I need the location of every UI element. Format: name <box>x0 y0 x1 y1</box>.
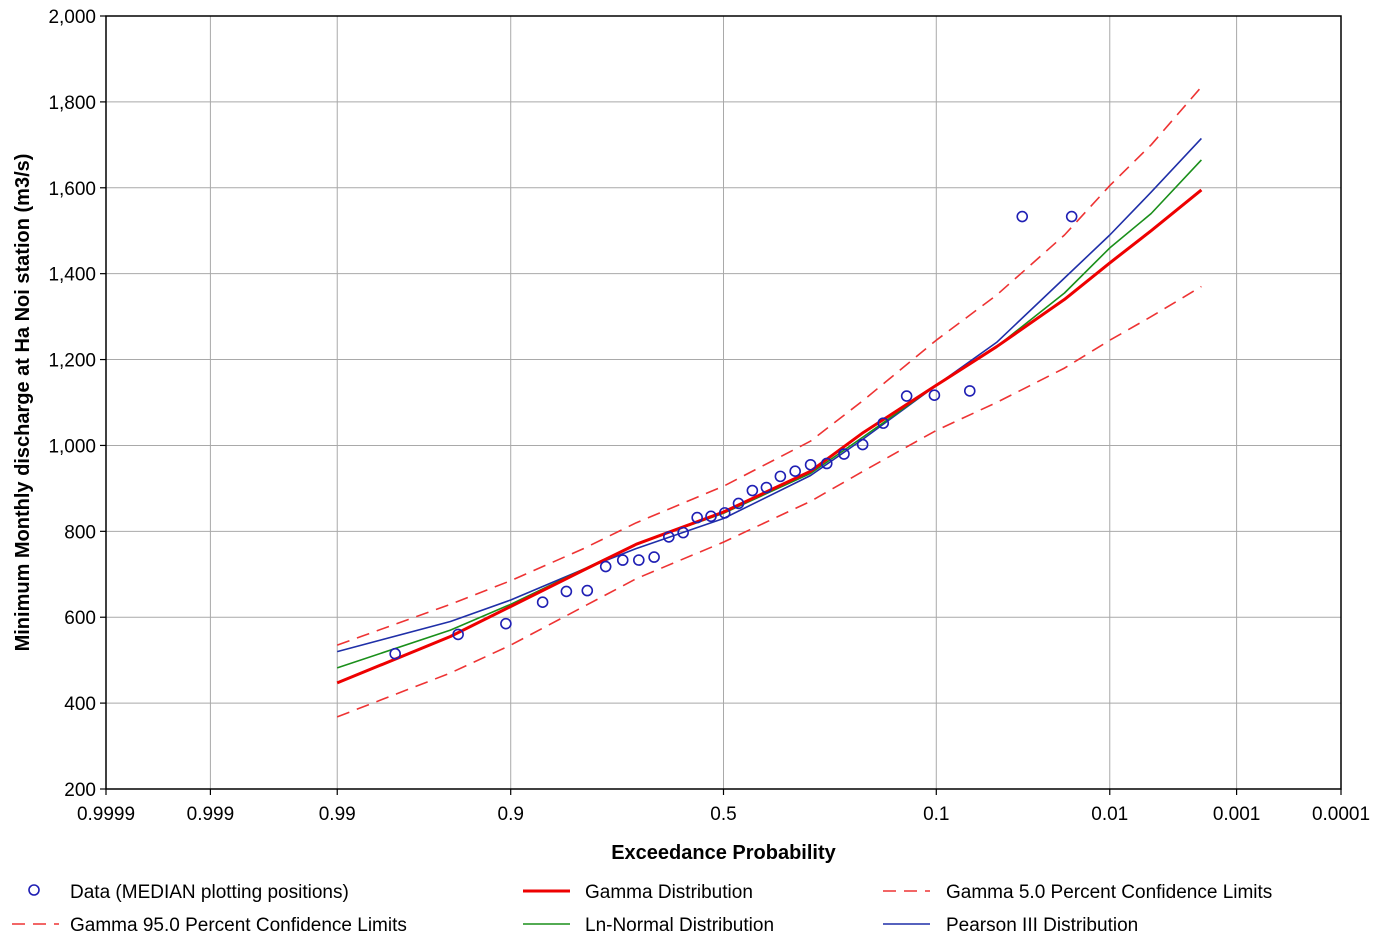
data-point <box>581 584 594 597</box>
data-point <box>804 458 817 471</box>
data-point <box>1065 210 1078 223</box>
y-tick-label: 1,200 <box>48 351 96 372</box>
y-tick-label: 400 <box>64 694 96 715</box>
legend-label: Data (MEDIAN plotting positions) <box>70 882 349 903</box>
series-line-gamma-5-0-percent-confidence-limits <box>336 86 1203 646</box>
x-tick-label: 0.999 <box>187 804 235 825</box>
legend-label: Gamma Distribution <box>585 882 753 903</box>
data-point <box>691 511 703 524</box>
data-point <box>963 385 976 397</box>
y-tick-label: 200 <box>64 780 96 801</box>
x-tick-label: 0.9 <box>498 804 524 825</box>
legend-label: Gamma 5.0 Percent Confidence Limits <box>946 882 1272 903</box>
series-line-pearson-iii-distribution <box>336 137 1202 653</box>
data-point <box>633 554 645 566</box>
data-point <box>820 457 833 470</box>
data-point <box>856 438 869 451</box>
data-point <box>789 465 801 478</box>
data-point <box>616 554 629 566</box>
legend-marker <box>28 884 40 896</box>
x-tick-label: 0.9999 <box>77 804 135 825</box>
y-tick-label: 600 <box>64 608 96 629</box>
data-point <box>705 510 717 523</box>
data-point <box>760 481 773 494</box>
legend: Data (MEDIAN plotting positions) Gamma Di… <box>12 882 1272 936</box>
legend-item: Gamma Distribution <box>523 882 753 903</box>
data-point <box>900 390 913 402</box>
series-layer <box>336 86 1203 718</box>
data-point <box>663 531 675 543</box>
legend-label: Pearson III Distribution <box>946 915 1138 936</box>
x-tick-label: 0.5 <box>710 804 736 825</box>
legend-item: Ln-Normal Distribution <box>523 915 774 936</box>
legend-label: Ln-Normal Distribution <box>585 915 774 936</box>
y-tick-label: 1,400 <box>48 265 96 286</box>
y-tick-label: 2,000 <box>48 7 96 28</box>
x-tick-label: 0.0001 <box>1312 804 1370 825</box>
x-axis-title: Exceedance Probability <box>611 842 836 864</box>
legend-item: Pearson III Distribution <box>883 915 1138 936</box>
data-point <box>732 497 745 510</box>
x-tick-label: 0.001 <box>1213 804 1261 825</box>
data-point <box>536 596 549 608</box>
legend-label: Gamma 95.0 Percent Confidence Limits <box>70 915 407 936</box>
data-points <box>389 210 1078 660</box>
y-tick-label: 800 <box>64 522 96 543</box>
data-point <box>774 470 787 483</box>
data-point <box>1016 210 1029 223</box>
y-tick-label: 1,600 <box>48 179 96 200</box>
data-point <box>928 389 941 401</box>
y-tick-label: 1,000 <box>48 436 96 457</box>
legend-item: Gamma 95.0 Percent Confidence Limits <box>12 915 407 936</box>
data-point <box>648 551 660 563</box>
y-tick-label: 1,800 <box>48 93 96 114</box>
data-point <box>599 560 612 573</box>
legend-item: Gamma 5.0 Percent Confidence Limits <box>883 882 1272 903</box>
data-point <box>452 628 464 641</box>
series-line-gamma-95-0-percent-confidence-limits <box>336 285 1202 718</box>
data-point <box>389 647 401 660</box>
x-tick-label: 0.01 <box>1091 804 1128 825</box>
series-line-gamma-distribution <box>336 188 1203 685</box>
data-point <box>746 484 759 497</box>
x-axis-ticks: 0.9999 0.999 0.99 0.9 0.5 0.1 0.01 0.001 0.0001 <box>77 789 1370 825</box>
data-point <box>500 617 512 630</box>
data-point <box>560 585 573 598</box>
x-tick-label: 0.1 <box>923 804 949 825</box>
y-axis-title: Minimum Monthly discharge at Ha Noi stat… <box>12 154 34 652</box>
legend-item: Data (MEDIAN plotting positions) <box>28 882 349 903</box>
data-point <box>718 507 731 519</box>
data-point <box>838 448 850 460</box>
x-tick-label: 0.99 <box>319 804 356 825</box>
y-axis-ticks: 200 400 600 800 1,000 1,200 1,400 1,600 1,800 2,0… <box>48 7 106 801</box>
series-line-ln-normal-distribution <box>336 159 1202 669</box>
data-point <box>877 417 890 429</box>
data-point <box>677 526 689 539</box>
